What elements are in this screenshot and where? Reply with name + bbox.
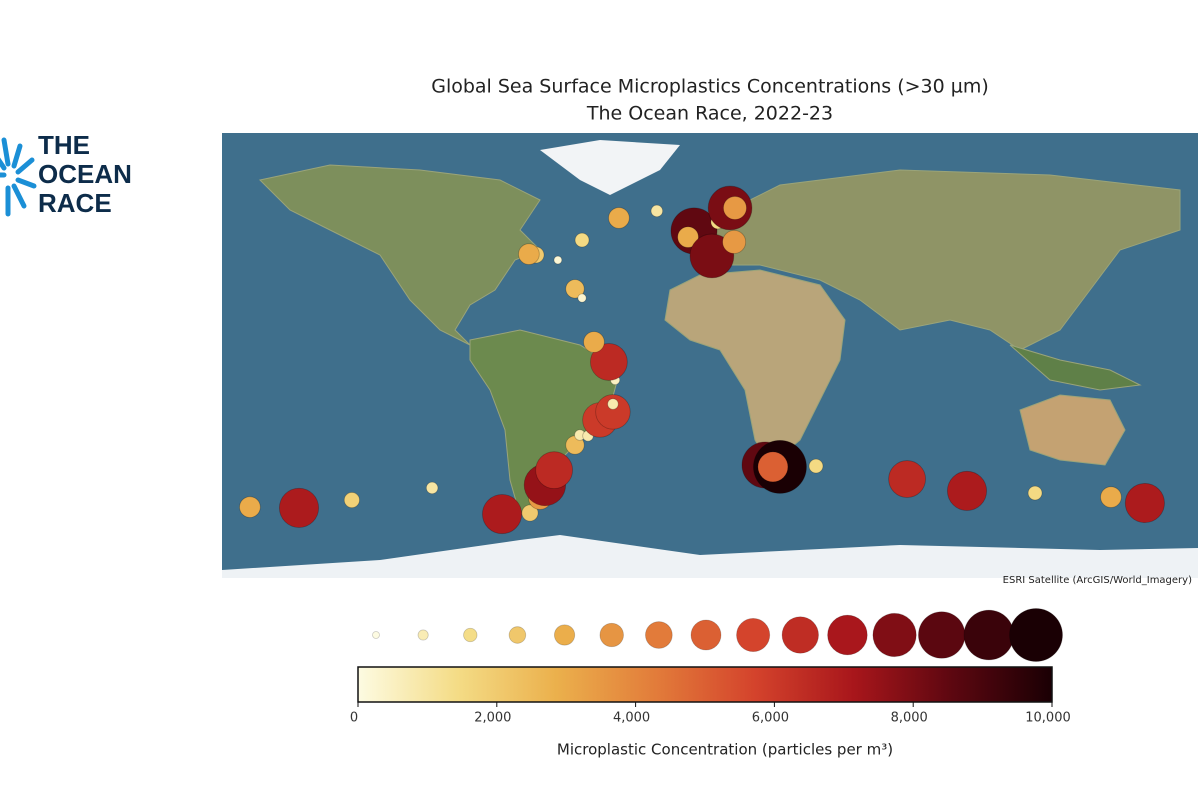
- colorbar-ticks: 0 2,000 4,000 6,000 8,000 10,000: [350, 702, 1071, 726]
- chart-subtitle: The Ocean Race, 2022-23: [586, 103, 833, 125]
- data-point: [343, 492, 360, 509]
- data-point: [425, 481, 439, 495]
- attribution: ESRI Satellite (ArcGIS/World_Imagery): [1003, 575, 1192, 586]
- chart-title: Global Sea Surface Microplastics Concent…: [431, 76, 989, 98]
- size-legend-bubble: [372, 631, 380, 639]
- colorbar-tick-label: 6,000: [752, 711, 789, 726]
- data-point: [888, 460, 926, 498]
- data-point: [583, 331, 605, 353]
- colorbar: [357, 666, 1053, 703]
- data-point: [482, 494, 523, 535]
- data-point: [689, 233, 735, 279]
- logo-icon: [0, 137, 37, 217]
- antarctica: [222, 535, 1198, 578]
- data-point: [577, 293, 587, 303]
- greenland: [540, 140, 680, 195]
- size-legend-bubble: [1009, 608, 1063, 662]
- size-legend-bubble: [554, 624, 576, 646]
- logo-text: THE: [38, 130, 90, 160]
- data-point: [553, 255, 563, 265]
- size-legend-bubble: [827, 614, 868, 656]
- size-legend-bubble: [918, 611, 966, 659]
- size-legend-bubble: [645, 621, 673, 649]
- data-point: [239, 496, 261, 518]
- logo-text: RACE: [38, 188, 112, 218]
- colorbar-tick-label: 0: [350, 711, 358, 726]
- logo-text: OCEAN: [38, 159, 132, 189]
- data-point: [1100, 486, 1122, 508]
- map: [222, 133, 1198, 578]
- data-point: [1027, 485, 1043, 501]
- data-point: [565, 279, 585, 299]
- size-legend-bubble: [690, 619, 722, 651]
- data-point: [521, 504, 539, 522]
- data-point: [1124, 483, 1165, 524]
- colorbar-tick-label: 4,000: [613, 711, 650, 726]
- data-point: [947, 470, 988, 511]
- colorbar-tick-label: 2,000: [474, 711, 511, 726]
- colorbar-label: Microplastic Concentration (particles pe…: [557, 741, 893, 759]
- data-point: [607, 398, 619, 410]
- land: [258, 164, 1181, 516]
- size-legend-bubble: [736, 617, 771, 653]
- data-point: [595, 394, 631, 430]
- data-point: [722, 196, 747, 220]
- colorbar-tick-label: 8,000: [891, 711, 928, 726]
- size-legend-bubble: [963, 609, 1015, 661]
- data-point: [574, 232, 590, 248]
- data-point: [650, 204, 664, 218]
- data-point: [608, 207, 630, 229]
- logo: THE OCEAN RACE: [0, 130, 132, 218]
- points: [239, 185, 1165, 535]
- data-point: [722, 230, 747, 254]
- colorbar-tick-label: 10,000: [1025, 711, 1071, 726]
- size-legend-bubble: [463, 627, 478, 643]
- size-legend-bubble: [781, 616, 819, 654]
- data-point: [677, 226, 699, 248]
- data-point: [757, 451, 789, 483]
- data-point: [278, 487, 319, 528]
- size-legend-bubble: [599, 622, 624, 648]
- size-legend-bubble: [508, 626, 527, 644]
- data-point: [535, 451, 573, 489]
- data-point: [518, 243, 540, 265]
- data-point: [808, 458, 824, 474]
- size-legend-bubble: [872, 612, 917, 658]
- size-legend-bubble: [417, 629, 429, 641]
- size-legend: [372, 608, 1063, 662]
- data-point: [590, 343, 628, 381]
